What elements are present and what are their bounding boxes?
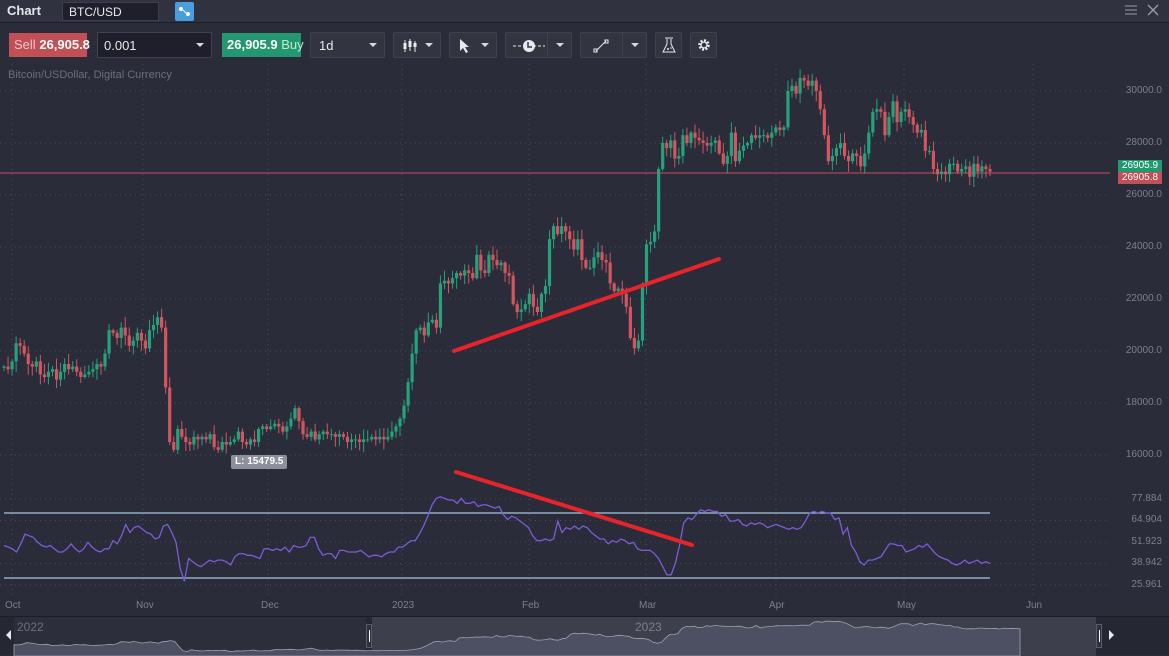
rsi-axis-tick: 38.942	[1131, 557, 1162, 569]
sell-price: 26,905.8	[39, 37, 90, 52]
buy-label: Buy	[281, 37, 304, 52]
hamburger-icon[interactable]	[1124, 3, 1138, 20]
link-icon	[179, 7, 190, 16]
buy-price: 26,905.9	[227, 37, 278, 52]
price-axis-tick: 28000.0	[1125, 137, 1162, 148]
price-axis-tick: 26000.0	[1125, 189, 1162, 200]
chart-type-dropdown[interactable]	[393, 32, 441, 58]
instrument-description: Bitcoin/USDollar, Digital Currency	[8, 69, 172, 81]
time-axis-tick: Oct	[5, 600, 21, 611]
chevron-down-icon	[556, 43, 564, 47]
time-axis-tick: 2023	[392, 600, 415, 611]
navigator-year-2023: 2023	[635, 620, 662, 634]
horizontal-line-icon	[513, 40, 545, 52]
symbol-input[interactable]: BTC/USD	[62, 2, 159, 21]
rsi-axis-tick: 77.884	[1131, 493, 1162, 504]
sell-label: Sell	[14, 37, 36, 52]
price-axis-tick: 16000.0	[1125, 449, 1162, 460]
price-axis-tick: 20000.0	[1125, 345, 1162, 356]
ask-price-tag: 26905.9	[1118, 160, 1162, 172]
flask-icon	[662, 37, 676, 53]
rsi-axis-tick: 25.961	[1131, 579, 1162, 590]
timeframe-dropdown[interactable]: 1d	[310, 32, 385, 58]
navigator-right-handle[interactable]	[1096, 624, 1102, 648]
gear-icon	[698, 39, 710, 51]
price-chart[interactable]	[0, 0, 1169, 616]
close-icon[interactable]	[1146, 3, 1160, 20]
settings-button[interactable]	[690, 32, 717, 58]
link-chart-button[interactable]	[175, 2, 194, 21]
chevron-down-icon	[196, 43, 204, 47]
scroll-right-icon[interactable]	[1109, 630, 1114, 640]
chevron-down-icon	[631, 43, 639, 47]
period-low-label: L: 15479.5	[231, 455, 288, 469]
navigator-left-handle[interactable]	[366, 624, 372, 648]
time-navigator[interactable]: 2022 2023	[0, 616, 1169, 656]
quantity-value: 0.001	[104, 38, 137, 53]
time-axis-tick: Feb	[522, 600, 540, 611]
window-titlebar: Chart BTC/USD	[0, 0, 1169, 23]
line-style-dropdown[interactable]	[505, 32, 572, 58]
navigator-year-2022: 2022	[17, 620, 44, 634]
price-axis-tick: 22000.0	[1125, 293, 1162, 304]
candlestick-icon	[403, 39, 417, 52]
trendline-icon	[593, 39, 609, 53]
rsi-axis-tick: 51.923	[1131, 535, 1162, 547]
sell-button[interactable]: Sell 26,905.8	[9, 33, 90, 57]
bid-price-tag: 26905.8	[1118, 172, 1162, 184]
rsi-axis-tick: 64.904	[1131, 514, 1162, 526]
chevron-down-icon	[369, 43, 377, 47]
price-axis-tick: 24000.0	[1125, 241, 1162, 252]
indicators-button[interactable]	[655, 32, 682, 58]
time-axis-tick: Dec	[261, 600, 279, 611]
drawing-tool-dropdown[interactable]	[580, 32, 647, 58]
price-axis-tick: 30000.0	[1125, 85, 1162, 96]
buy-button[interactable]: 26,905.9 Buy	[222, 33, 304, 57]
timeframe-value: 1d	[319, 38, 334, 53]
time-axis-tick: Apr	[769, 600, 785, 611]
pointer-icon	[460, 39, 469, 53]
scroll-left-icon[interactable]	[6, 630, 11, 640]
price-axis-tick: 18000.0	[1125, 397, 1162, 408]
time-axis-tick: Mar	[639, 600, 657, 611]
window-title: Chart	[7, 3, 41, 18]
chevron-down-icon	[481, 43, 489, 47]
time-axis-tick: May	[897, 600, 916, 611]
time-axis-tick: Nov	[136, 600, 154, 611]
quantity-dropdown[interactable]: 0.001	[97, 32, 212, 58]
time-axis-tick: Jun	[1026, 600, 1043, 611]
chevron-down-icon	[425, 43, 433, 47]
cursor-dropdown[interactable]	[449, 32, 497, 58]
